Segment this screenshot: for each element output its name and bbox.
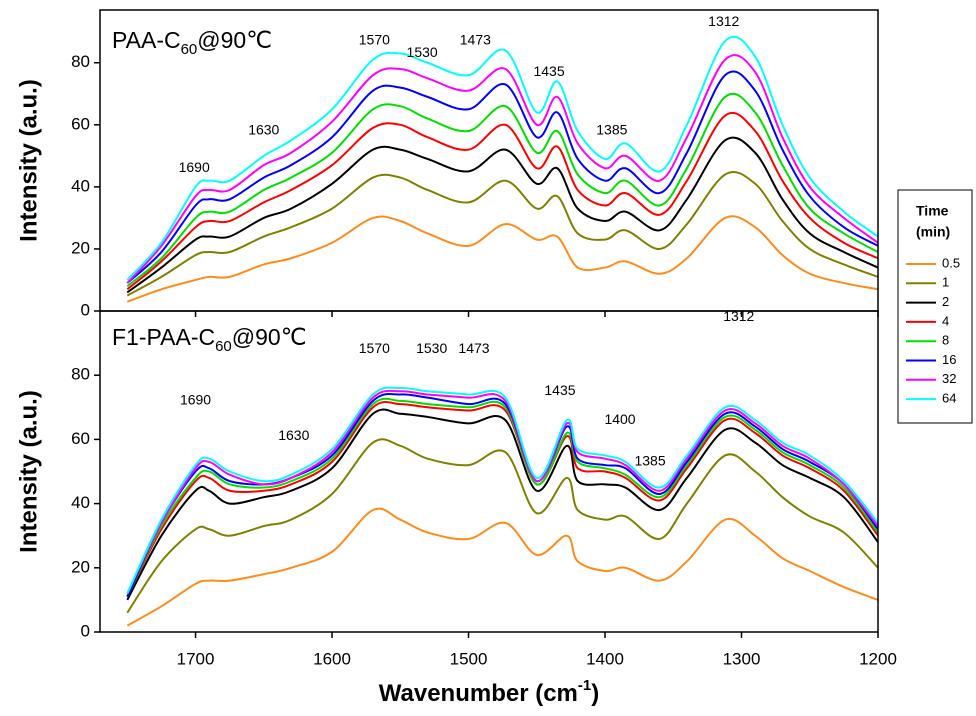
series-line xyxy=(126,35,878,281)
peak-label: 1530 xyxy=(407,44,438,60)
y-tick-label: 20 xyxy=(71,557,90,576)
title-text: @90℃ xyxy=(197,27,272,53)
legend-label: 2 xyxy=(942,294,949,309)
series-line xyxy=(126,170,878,297)
y-axis-label: Intensity (a.u.) xyxy=(15,79,42,242)
peak-label: 1312 xyxy=(723,308,754,324)
title-subscript: 60 xyxy=(215,338,232,355)
legend-label: 32 xyxy=(942,371,956,386)
series-line xyxy=(126,438,878,614)
peak-label: 1570 xyxy=(359,32,390,48)
series-line xyxy=(126,507,878,627)
peak-label: 1690 xyxy=(180,392,211,408)
title-text: F1-PAA-C xyxy=(112,324,215,350)
x-tick-label: 1700 xyxy=(177,649,215,668)
x-label-text: Wavenumber (cm xyxy=(379,680,578,707)
legend-label: 1 xyxy=(942,275,949,290)
panel-title: F1-PAA-C60@90℃ xyxy=(112,324,307,355)
x-label-text: ) xyxy=(591,680,599,707)
legend-title: Time xyxy=(916,203,949,219)
peak-label: 1630 xyxy=(278,427,309,443)
peak-label: 1435 xyxy=(544,382,575,398)
series-line xyxy=(126,92,878,287)
x-label-superscript: -1 xyxy=(578,677,591,694)
peak-label: 1530 xyxy=(416,340,447,356)
peak-label: 1385 xyxy=(634,453,665,469)
y-tick-label: 40 xyxy=(71,493,90,512)
y-tick-label: 80 xyxy=(71,52,90,71)
legend-label: 0.5 xyxy=(942,255,960,270)
y-tick-label: 80 xyxy=(71,365,90,384)
x-tick-label: 1600 xyxy=(313,649,351,668)
title-text: @90℃ xyxy=(232,324,307,350)
plot-frame xyxy=(99,310,879,633)
peak-label: 1570 xyxy=(359,340,390,356)
plot-area xyxy=(126,386,878,627)
legend-title: (min) xyxy=(916,224,950,240)
peak-label: 1385 xyxy=(596,122,627,138)
legend-box xyxy=(897,189,973,424)
y-tick-label: 60 xyxy=(71,114,90,133)
x-axis-label: Wavenumber (cm-1) xyxy=(379,677,600,707)
series-line xyxy=(126,386,878,594)
y-tick-label: 0 xyxy=(81,300,90,319)
series-line xyxy=(126,215,878,303)
series-line xyxy=(126,111,878,291)
peak-label: 1630 xyxy=(248,122,279,138)
peak-label: 1473 xyxy=(458,340,489,356)
peak-label: 1473 xyxy=(460,32,491,48)
series-line xyxy=(126,408,878,601)
peak-label: 1400 xyxy=(604,411,635,427)
x-tick-label: 1400 xyxy=(586,649,624,668)
peak-label: 1435 xyxy=(533,63,564,79)
legend-label: 16 xyxy=(942,352,956,367)
series-line xyxy=(126,70,878,284)
x-tick-label: 1300 xyxy=(723,649,761,668)
panel-title: PAA-C60@90℃ xyxy=(112,27,272,58)
series-line xyxy=(126,54,878,284)
y-tick-label: 0 xyxy=(81,621,90,640)
legend-label: 64 xyxy=(942,391,956,406)
x-tick-label: 1200 xyxy=(859,649,897,668)
plot-area xyxy=(126,35,878,303)
x-tick-label: 1500 xyxy=(450,649,488,668)
legend-label: 8 xyxy=(942,333,949,348)
y-tick-label: 20 xyxy=(71,238,90,257)
series-line xyxy=(126,393,878,598)
y-axis-label: Intensity (a.u.) xyxy=(15,390,42,553)
series-line xyxy=(126,136,878,294)
y-tick-label: 60 xyxy=(71,429,90,448)
y-tick-label: 40 xyxy=(71,176,90,195)
title-subscript: 60 xyxy=(181,41,198,58)
title-text: PAA-C xyxy=(112,27,181,53)
legend-label: 4 xyxy=(942,313,949,328)
peak-label: 1690 xyxy=(179,159,210,175)
peak-label: 1312 xyxy=(708,13,739,29)
